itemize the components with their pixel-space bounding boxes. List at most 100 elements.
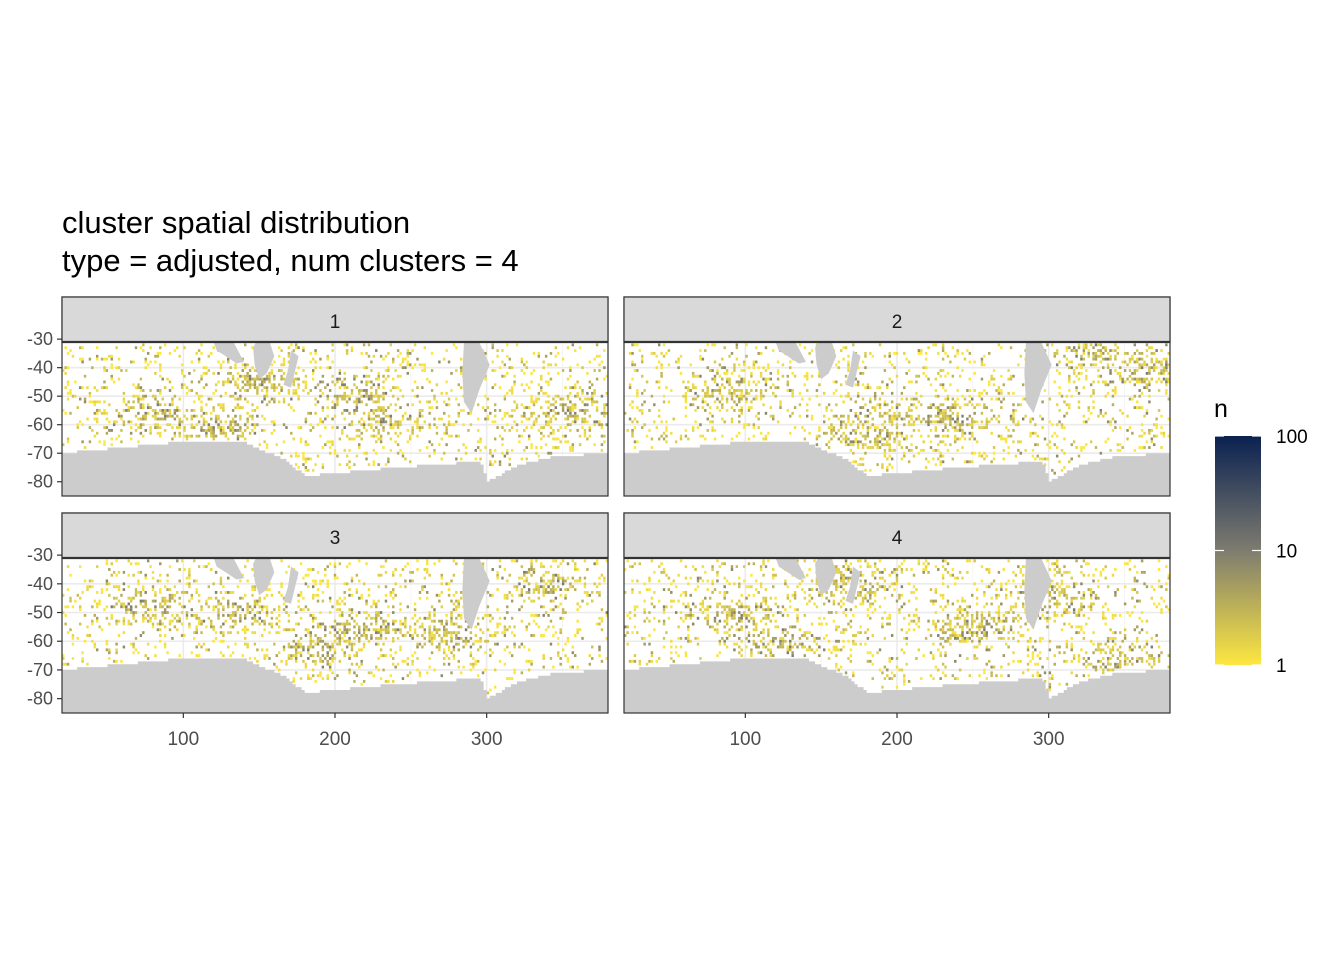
heatmap-tile [866, 409, 870, 412]
heatmap-tile [78, 420, 82, 424]
heatmap-tile [336, 602, 339, 606]
heatmap-tile [62, 409, 65, 412]
heatmap-tile [631, 434, 634, 438]
heatmap-tile [1092, 389, 1095, 392]
heatmap-tile [696, 406, 700, 410]
heatmap-tile [869, 446, 872, 449]
heatmap-tile [774, 394, 777, 398]
heatmap-tile [559, 616, 562, 620]
heatmap-tile [132, 394, 135, 398]
heatmap-tile [569, 369, 572, 372]
heatmap-tile [856, 443, 860, 447]
heatmap-tile [95, 400, 99, 404]
heatmap-tile [251, 403, 254, 407]
heatmap-tile [171, 397, 174, 401]
heatmap-tile [854, 411, 857, 415]
heatmap-tile [489, 451, 492, 455]
heatmap-tile [638, 349, 641, 352]
heatmap-tile [81, 657, 84, 660]
heatmap-tile [569, 414, 572, 418]
heatmap-tile [212, 426, 215, 429]
heatmap-tile [1092, 400, 1095, 404]
heatmap-tile [309, 654, 312, 658]
heatmap-tile [600, 628, 604, 632]
heatmap-tile [81, 357, 84, 361]
heatmap-tile [442, 625, 446, 629]
heatmap-tile [755, 346, 758, 350]
heatmap-tile [581, 400, 584, 404]
heatmap-tile [900, 446, 904, 449]
heatmap-tile [328, 657, 332, 660]
heatmap-tile [730, 386, 734, 390]
heatmap-tile [535, 451, 538, 455]
heatmap-tile [154, 654, 157, 658]
heatmap-tile [328, 631, 332, 635]
heatmap-tile [527, 437, 531, 441]
heatmap-tile [954, 426, 957, 429]
heatmap-tile [290, 645, 293, 649]
heatmap-tile [214, 605, 218, 609]
heatmap-tile [282, 596, 286, 600]
heatmap-tile [219, 591, 223, 594]
heatmap-tile [287, 389, 291, 392]
heatmap-tile [1099, 343, 1103, 347]
heatmap-tile [134, 605, 138, 609]
heatmap-tile [481, 406, 485, 410]
heatmap-tile [941, 454, 945, 458]
heatmap-tile [1070, 443, 1073, 447]
heatmap-tile [699, 374, 702, 378]
heatmap-tile [64, 613, 67, 617]
heatmap-tile [358, 628, 361, 632]
heatmap-tile [557, 446, 560, 449]
heatmap-tile [273, 374, 276, 378]
heatmap-tile [968, 377, 972, 381]
heatmap-tile [173, 417, 177, 421]
heatmap-tile [540, 377, 543, 381]
heatmap-tile [418, 409, 422, 412]
heatmap-tile [1065, 411, 1069, 415]
heatmap-tile [815, 437, 819, 441]
heatmap-tile [246, 645, 249, 649]
heatmap-tile [168, 596, 172, 600]
heatmap-tile [333, 619, 337, 623]
heatmap-tile [452, 573, 456, 577]
heatmap-tile [110, 616, 113, 620]
heatmap-tile [326, 397, 329, 401]
heatmap-tile [905, 397, 908, 401]
heatmap-tile [540, 431, 543, 435]
heatmap-tile [849, 423, 853, 427]
heatmap-tile [251, 417, 254, 421]
heatmap-tile [789, 389, 792, 392]
heatmap-tile [331, 374, 334, 378]
heatmap-tile [193, 613, 196, 617]
heatmap-tile [183, 428, 186, 432]
heatmap-tile [1160, 380, 1163, 384]
heatmap-tile [980, 397, 984, 401]
heatmap-tile [292, 437, 295, 441]
heatmap-tile [920, 394, 923, 398]
heatmap-tile [200, 377, 203, 381]
heatmap-tile [404, 619, 407, 623]
heatmap-tile [547, 434, 550, 438]
heatmap-tile [1092, 380, 1095, 384]
heatmap-tile [900, 391, 904, 395]
heatmap-tile [362, 343, 366, 347]
heatmap-tile [672, 417, 675, 421]
heatmap-tile [348, 654, 351, 658]
heatmap-tile [640, 374, 644, 378]
heatmap-tile [941, 420, 945, 424]
heatmap-tile [360, 380, 363, 384]
heatmap-tile [738, 363, 741, 367]
heatmap-tile [1136, 369, 1139, 372]
heatmap-tile [493, 420, 497, 424]
heatmap-tile [457, 648, 460, 652]
heatmap-tile [244, 377, 247, 381]
heatmap-tile [348, 593, 351, 597]
heatmap-tile [890, 423, 894, 427]
heatmap-tile [564, 642, 567, 646]
heatmap-tile [547, 585, 550, 589]
heatmap-tile [842, 431, 845, 435]
heatmap-tile [217, 380, 220, 384]
heatmap-tile [854, 383, 857, 387]
heatmap-tile [185, 591, 189, 594]
